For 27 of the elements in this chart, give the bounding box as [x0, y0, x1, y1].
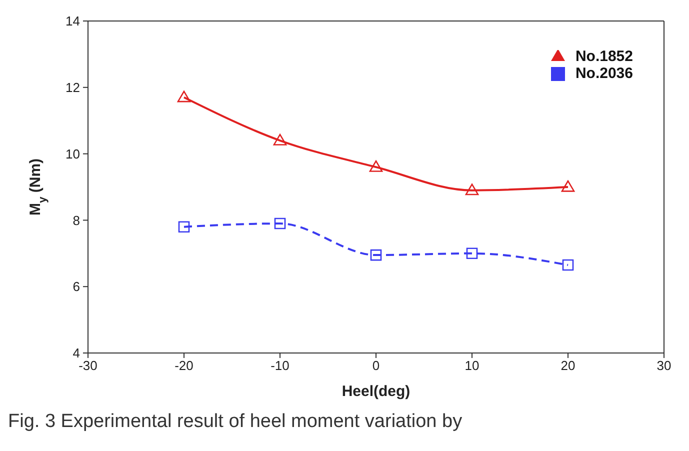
x-tick-label: -20 [174, 358, 194, 374]
legend-label: No.1852 [575, 48, 633, 65]
y-tick-label: 10 [66, 146, 80, 162]
y-tick-label: 4 [72, 346, 80, 361]
y-tick-label: 14 [66, 14, 80, 29]
x-tick-label: 20 [560, 358, 576, 374]
x-tick-label: 30 [656, 358, 672, 374]
point [274, 218, 286, 230]
x-tick-label: 10 [464, 358, 480, 374]
caption: Fig. 3 Experimental result of heel moment variation by [8, 411, 464, 433]
point [370, 249, 382, 261]
y-tick-label: 6 [72, 279, 80, 294]
point [369, 160, 383, 172]
x-tick-label: -30 [78, 358, 98, 374]
point [562, 259, 574, 271]
y-tick-label: 12 [66, 80, 80, 96]
point [178, 221, 190, 232]
point [561, 180, 575, 192]
point [466, 248, 478, 260]
point [465, 184, 479, 196]
point [273, 134, 287, 146]
x-tick-label: -10 [270, 358, 290, 374]
x-axis-title: Heel(deg) [342, 383, 410, 400]
point [177, 90, 191, 102]
y-tick-label: 8 [72, 212, 80, 228]
legend-label: No.2036 [575, 65, 633, 82]
x-tick-label: 0 [372, 358, 380, 374]
